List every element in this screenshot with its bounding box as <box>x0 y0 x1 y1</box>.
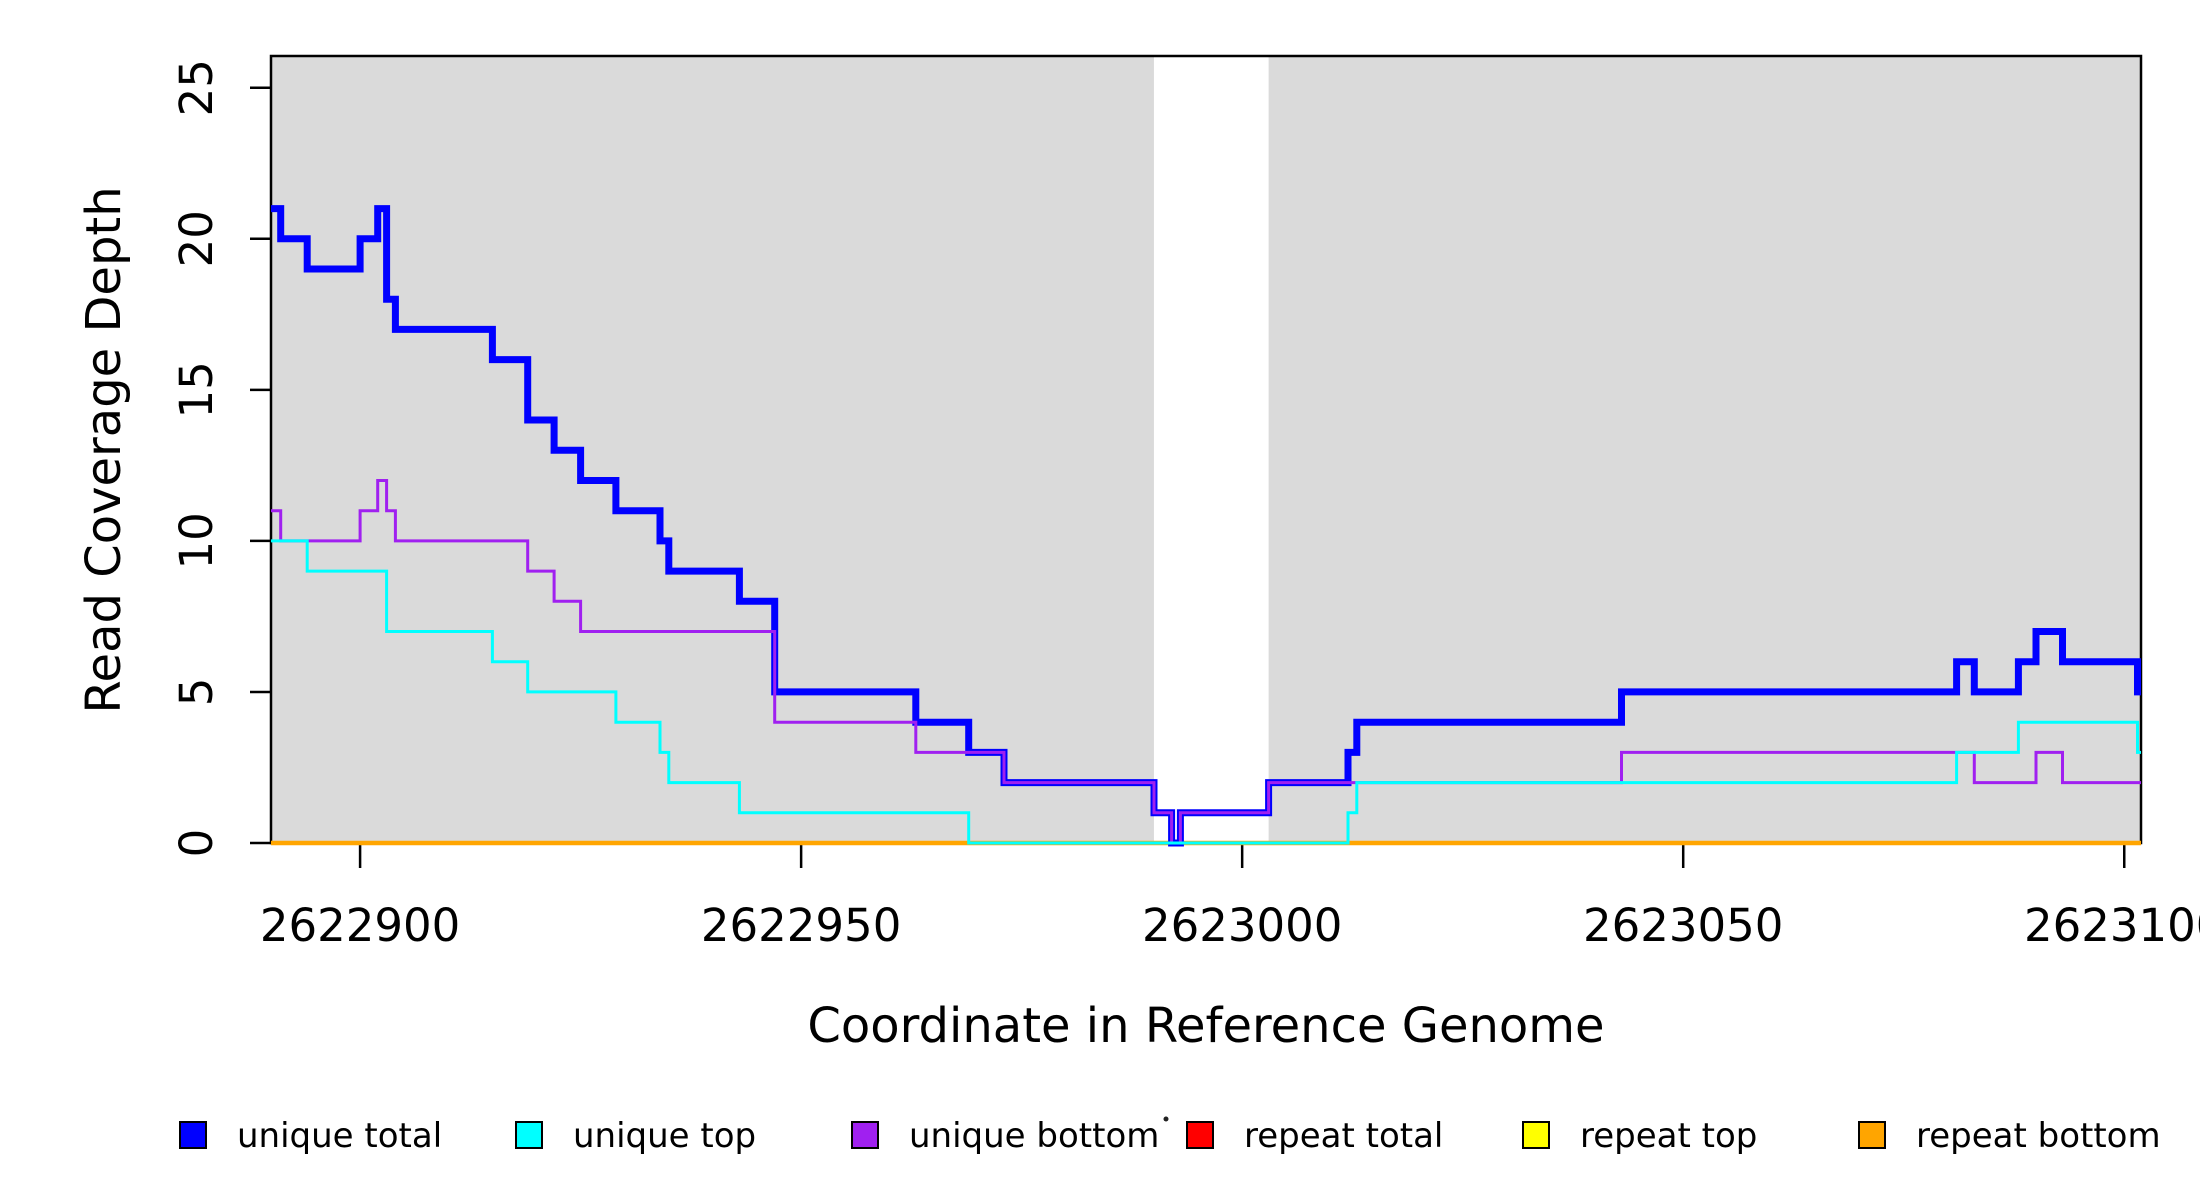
legend-label: unique total <box>237 1116 442 1156</box>
legend: unique total unique top unique bottom repea… <box>179 1116 2161 1156</box>
y-tick-label: 0 <box>170 829 223 858</box>
y-tick-label: 5 <box>170 678 223 707</box>
stray-dot-artifact <box>1163 1116 1169 1122</box>
legend-swatch-unique-total <box>179 1121 207 1149</box>
series-line-unique-total <box>271 205 2141 847</box>
x-tick-label: 2623000 <box>1142 899 1342 952</box>
x-tick-label: 2622900 <box>260 899 460 952</box>
series-line-unique-top <box>271 539 2141 845</box>
y-tick-label: 10 <box>170 512 223 569</box>
legend-label: unique bottom <box>909 1116 1159 1156</box>
x-tick-label: 2623050 <box>1583 899 1783 952</box>
legend-item-unique-bottom: unique bottom <box>851 1116 1159 1156</box>
legend-label: repeat top <box>1580 1116 1757 1156</box>
legend-item-repeat-bottom: repeat bottom <box>1858 1116 2161 1156</box>
series-lines <box>271 205 2141 847</box>
series-line-unique-bottom <box>271 479 2141 845</box>
y-tick-label: 25 <box>170 59 223 116</box>
y-tick-label: 15 <box>170 361 223 418</box>
legend-swatch-repeat-total <box>1186 1121 1214 1149</box>
legend-label: repeat bottom <box>1916 1116 2161 1156</box>
legend-swatch-repeat-bottom <box>1858 1121 1886 1149</box>
gray-band-right <box>1268 56 2141 843</box>
legend-item-unique-top: unique top <box>515 1116 756 1156</box>
shaded-regions <box>271 56 2141 843</box>
gray-band-left <box>271 56 1154 843</box>
legend-swatch-repeat-top <box>1522 1121 1550 1149</box>
legend-label: repeat total <box>1244 1116 1443 1156</box>
y-tick-label: 20 <box>170 210 223 267</box>
x-tick-label: 2622950 <box>701 899 901 952</box>
legend-item-repeat-total: repeat total <box>1186 1116 1443 1156</box>
y-axis-title: Read Coverage Depth <box>76 186 132 713</box>
legend-item-unique-total: unique total <box>179 1116 442 1156</box>
legend-label: unique top <box>573 1116 756 1156</box>
legend-swatch-unique-bottom <box>851 1121 879 1149</box>
x-axis-title: Coordinate in Reference Genome <box>807 998 1604 1054</box>
legend-item-repeat-top: repeat top <box>1522 1116 1757 1156</box>
legend-swatch-unique-top <box>515 1121 543 1149</box>
